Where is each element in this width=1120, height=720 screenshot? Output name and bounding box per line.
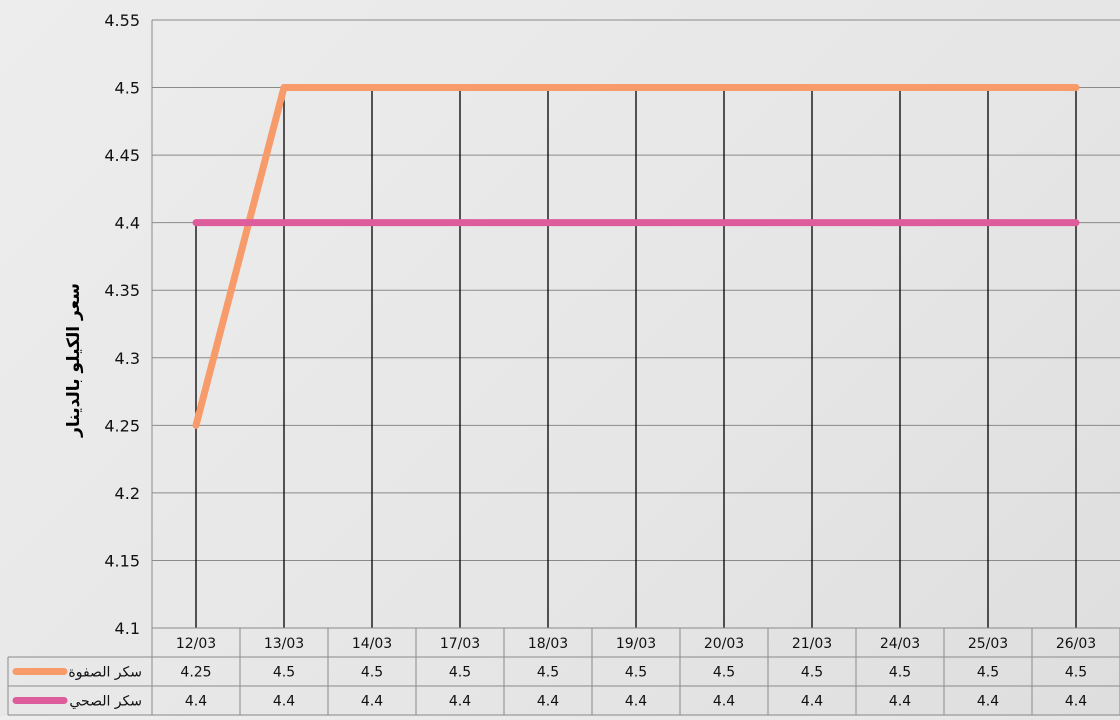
table-value: 4.4: [185, 694, 207, 710]
data-point: [985, 219, 991, 226]
table-value: 4.5: [889, 665, 911, 681]
table-value: 4.5: [1065, 665, 1087, 681]
data-point: [369, 219, 375, 226]
y-tick-label: 4.5: [115, 79, 140, 98]
table-value: 4.4: [1065, 694, 1087, 710]
table-value: 4.5: [625, 665, 647, 681]
y-tick-label: 4.4: [115, 214, 140, 233]
data-point: [633, 84, 639, 91]
y-tick-label: 4.15: [104, 551, 140, 570]
y-tick-label: 4.1: [115, 619, 140, 638]
table-value: 4.4: [977, 694, 999, 710]
data-point: [809, 84, 815, 91]
table-value: 4.25: [180, 665, 211, 681]
data-point: [1073, 219, 1079, 226]
table-value: 4.4: [889, 694, 911, 710]
data-point: [1073, 84, 1079, 91]
y-tick-label: 4.45: [104, 146, 140, 165]
table-value: 4.4: [361, 694, 383, 710]
data-point: [897, 84, 903, 91]
table-value: 4.5: [361, 665, 383, 681]
table-value: 4.5: [449, 665, 471, 681]
y-axis: 4.1 4.15 4.2 4.25 4.3 4.35 4.4 4.45 4.5 4.55: [104, 11, 153, 638]
table-value: 4.5: [537, 665, 559, 681]
data-point: [193, 422, 199, 429]
table-value: 4.5: [977, 665, 999, 681]
data-point: [633, 219, 639, 226]
data-point: [369, 84, 375, 91]
legend-label: سكر الصفوة: [68, 665, 142, 681]
x-tick-label: 26/03: [1056, 636, 1096, 652]
table-value: 4.5: [713, 665, 735, 681]
y-tick-label: 4.2: [115, 484, 140, 503]
data-point: [281, 219, 287, 226]
data-point: [809, 219, 815, 226]
y-tick-label: 4.3: [115, 349, 140, 368]
series-layer: [192, 84, 1080, 429]
legend-label: سكر الصحي: [69, 694, 142, 710]
y-tick-label: 4.25: [104, 416, 140, 435]
table-value: 4.5: [801, 665, 823, 681]
table-value: 4.4: [537, 694, 559, 710]
table-value: 4.5: [273, 665, 295, 681]
x-tick-label: 25/03: [968, 636, 1008, 652]
data-table: 12/03 13/03 14/03 17/03 18/03 19/03 20/03 21/03…: [7, 627, 1120, 716]
table-value: 4.4: [273, 694, 295, 710]
y-tick-label: 4.55: [104, 11, 140, 30]
data-point: [721, 219, 727, 226]
data-point: [281, 84, 287, 91]
table-value: 4.4: [713, 694, 735, 710]
data-point: [897, 219, 903, 226]
x-tick-label: 17/03: [440, 636, 480, 652]
x-tick-label: 21/03: [792, 636, 832, 652]
x-tick-label: 19/03: [616, 636, 656, 652]
data-point: [457, 219, 463, 226]
x-tick-label: 13/03: [264, 636, 304, 652]
data-point: [457, 84, 463, 91]
x-tick-label: 14/03: [352, 636, 392, 652]
data-point: [985, 84, 991, 91]
data-point: [721, 84, 727, 91]
data-point: [545, 84, 551, 91]
data-point: [545, 219, 551, 226]
x-tick-label: 12/03: [176, 636, 216, 652]
y-axis-title: سعر الكيلو بالدينار: [64, 283, 84, 438]
data-point: [193, 219, 199, 226]
y-tick-label: 4.35: [104, 281, 140, 300]
table-value: 4.4: [449, 694, 471, 710]
table-value: 4.4: [801, 694, 823, 710]
grid-layer: [152, 19, 1120, 629]
x-tick-label: 20/03: [704, 636, 744, 652]
x-tick-label: 24/03: [880, 636, 920, 652]
table-value: 4.4: [625, 694, 647, 710]
x-tick-label: 18/03: [528, 636, 568, 652]
